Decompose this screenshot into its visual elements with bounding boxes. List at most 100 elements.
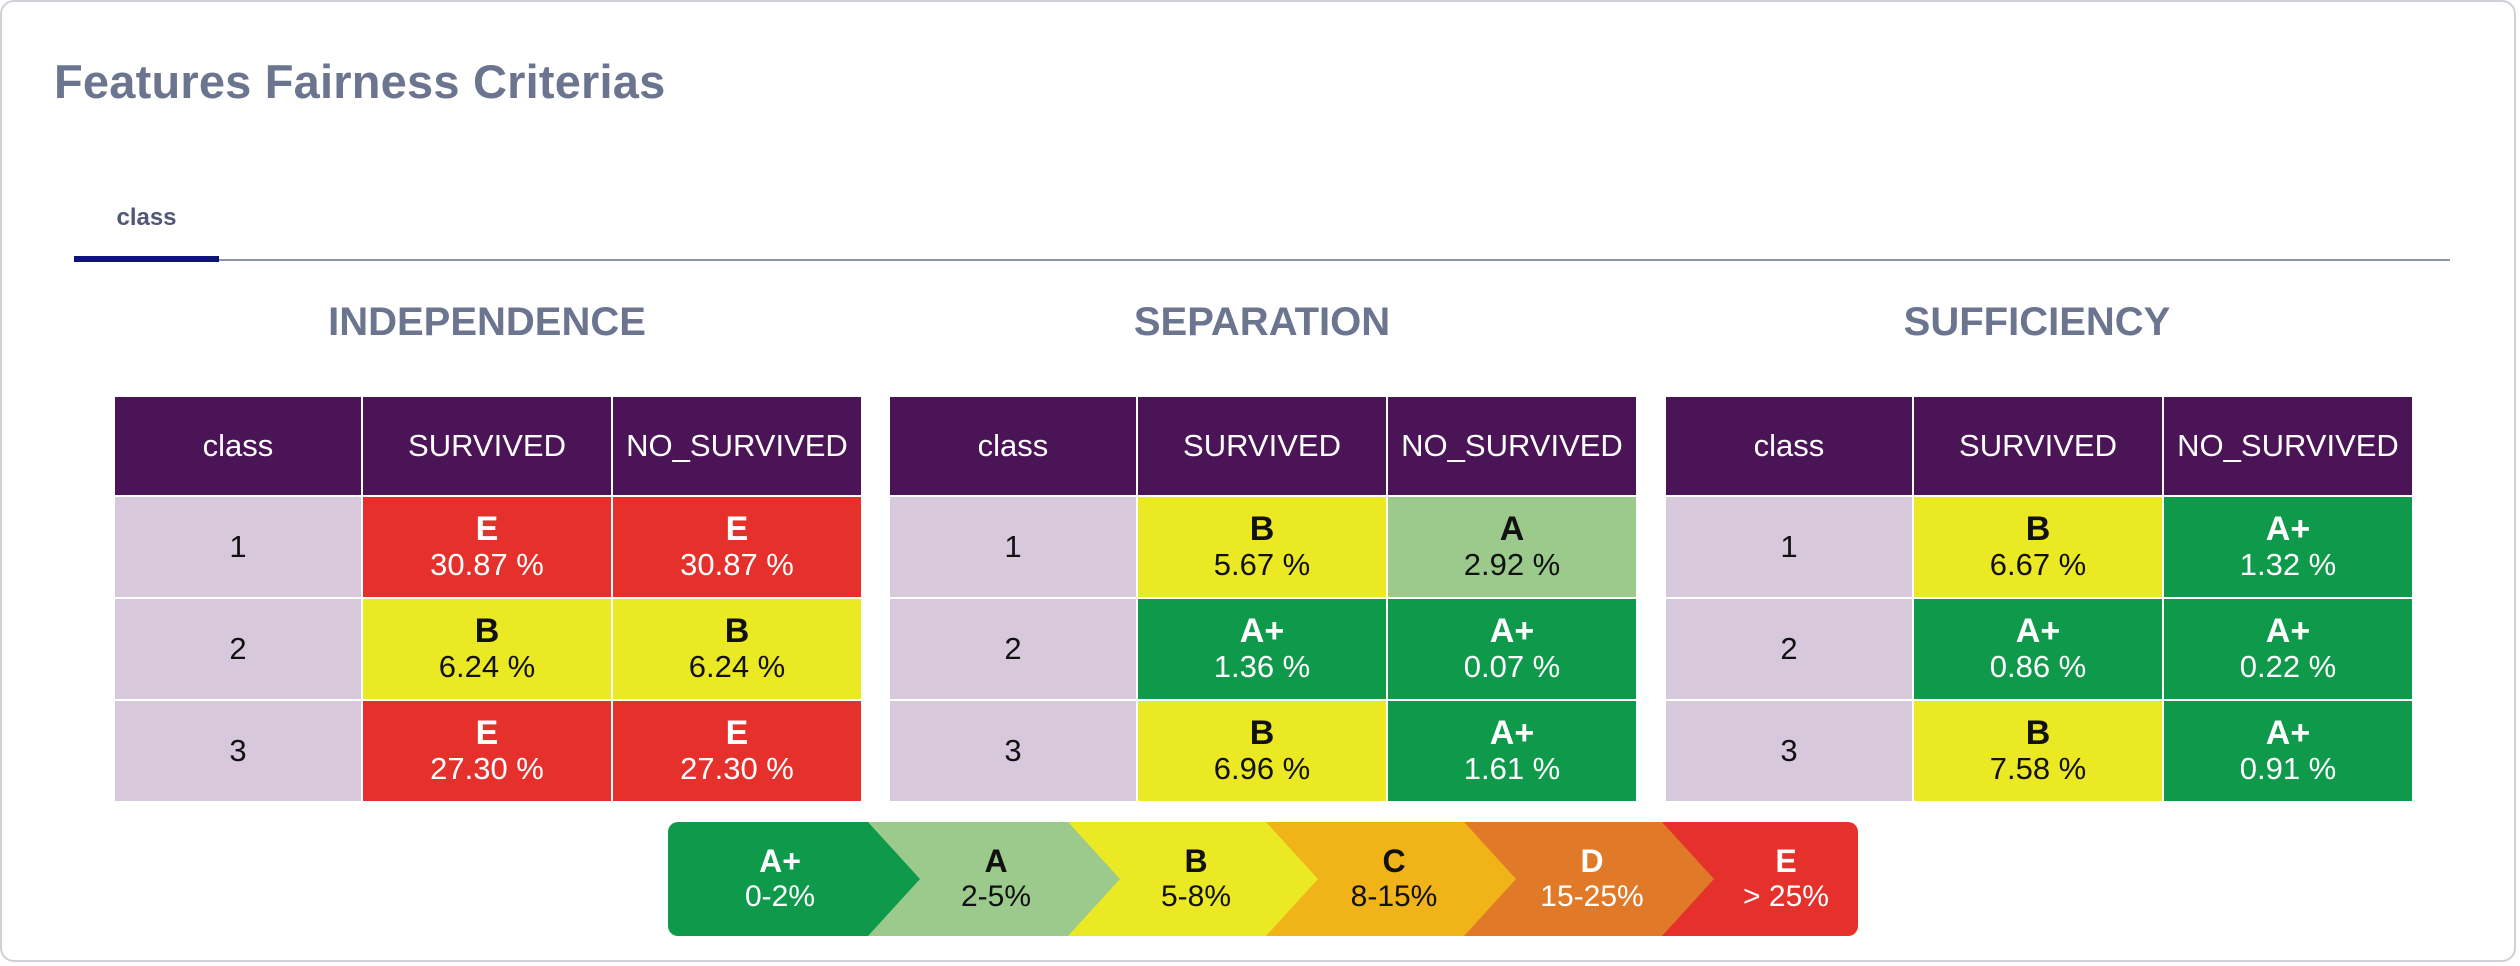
column-header: NO_SURVIVED	[1386, 395, 1638, 497]
score-cell: A+ 1.32 %	[2162, 495, 2414, 599]
score-value: 1.61 %	[1463, 751, 1561, 786]
column-header: SURVIVED	[1136, 395, 1388, 497]
grade-label: B	[1249, 510, 1275, 548]
score-value: 0.86 %	[1989, 649, 2087, 684]
separation-table: class SURVIVED NO_SURVIVED 1 B 5.67 % A 2.…	[888, 395, 1638, 803]
score-value: 6.24 %	[688, 649, 786, 684]
legend-range: 2-5%	[960, 880, 1032, 913]
grade-label: B	[724, 612, 750, 650]
table-row: 2 B 6.24 % B 6.24 %	[113, 597, 863, 701]
sufficiency-table: class SURVIVED NO_SURVIVED 1 B 6.67 % A+ 1…	[1664, 395, 2414, 803]
score-value: 6.67 %	[1989, 547, 2087, 582]
class-cell: 2	[1664, 597, 1914, 701]
score-value: 1.32 %	[2239, 547, 2337, 582]
legend-range: 0-2%	[744, 880, 816, 913]
score-cell: B 6.67 %	[1912, 495, 2164, 599]
grade-label: E	[475, 714, 499, 752]
grade-label: A+	[2015, 612, 2061, 650]
score-cell: A+ 0.91 %	[2162, 699, 2414, 803]
table-row: 1 B 6.67 % A+ 1.32 %	[1664, 495, 2414, 599]
legend-grade: E	[1775, 843, 1797, 879]
class-cell: 3	[1664, 699, 1914, 803]
class-cell: 1	[1664, 495, 1914, 599]
score-cell: B 6.24 %	[611, 597, 863, 701]
table-row: 2 A+ 0.86 % A+ 0.22 %	[1664, 597, 2414, 701]
score-value: 5.67 %	[1213, 547, 1311, 582]
column-header: SURVIVED	[1912, 395, 2164, 497]
table-row: 3 B 6.96 % A+ 1.61 %	[888, 699, 1638, 803]
score-cell: E 30.87 %	[611, 495, 863, 599]
score-cell: B 6.96 %	[1136, 699, 1388, 803]
grade-label: B	[1249, 714, 1275, 752]
grade-label: A+	[2265, 714, 2311, 752]
grade-label: E	[475, 510, 499, 548]
column-header: NO_SURVIVED	[611, 395, 863, 497]
section-title-separation: SEPARATION	[1133, 300, 1391, 344]
table-row: 1 B 5.67 % A 2.92 %	[888, 495, 1638, 599]
grade-label: A+	[2265, 612, 2311, 650]
class-cell: 1	[113, 495, 363, 599]
table-header-row: class SURVIVED NO_SURVIVED	[113, 395, 863, 497]
table-header-row: class SURVIVED NO_SURVIVED	[888, 395, 1638, 497]
column-header: class	[888, 395, 1138, 497]
score-cell: B 5.67 %	[1136, 495, 1388, 599]
score-cell: A+ 1.36 %	[1136, 597, 1388, 701]
score-value: 27.30 %	[430, 751, 544, 786]
table-row: 1 E 30.87 % E 30.87 %	[113, 495, 863, 599]
score-value: 27.30 %	[680, 751, 794, 786]
grade-label: A	[1499, 510, 1525, 548]
score-value: 6.96 %	[1213, 751, 1311, 786]
legend-grade: A	[984, 843, 1008, 879]
legend-range: 5-8%	[1160, 880, 1232, 913]
score-value: 2.92 %	[1463, 547, 1561, 582]
grade-label: A+	[2265, 510, 2311, 548]
column-header: SURVIVED	[361, 395, 613, 497]
score-value: 6.24 %	[438, 649, 536, 684]
score-cell: A+ 0.86 %	[1912, 597, 2164, 701]
column-header: NO_SURVIVED	[2162, 395, 2414, 497]
score-value: 0.07 %	[1463, 649, 1561, 684]
grade-label: A+	[1489, 714, 1535, 752]
score-cell: A 2.92 %	[1386, 495, 1638, 599]
legend-range: 8-15%	[1350, 880, 1438, 913]
class-cell: 3	[113, 699, 363, 803]
tab-bar: class	[74, 199, 2450, 262]
grade-label: A+	[1489, 612, 1535, 650]
score-value: 30.87 %	[430, 547, 544, 582]
grade-label: B	[474, 612, 500, 650]
legend-range: 15-25%	[1540, 880, 1644, 913]
score-cell: E 30.87 %	[361, 495, 613, 599]
grade-label: B	[2025, 510, 2051, 548]
class-cell: 2	[888, 597, 1138, 701]
legend-item-a-plus: A+ 0-2%	[668, 822, 924, 936]
score-cell: A+ 0.22 %	[2162, 597, 2414, 701]
legend-range: > 25%	[1743, 880, 1829, 913]
legend-grade: C	[1382, 843, 1406, 879]
grade-label: A+	[1239, 612, 1285, 650]
grade-label: B	[2025, 714, 2051, 752]
tab-label: class	[116, 204, 177, 231]
column-header: class	[1664, 395, 1914, 497]
grade-label: E	[725, 510, 749, 548]
table-row: 2 A+ 1.36 % A+ 0.07 %	[888, 597, 1638, 701]
score-value: 1.36 %	[1213, 649, 1311, 684]
grade-legend: A+ 0-2% A 2-5% B 5-8% C 8-15% D 15-25% E…	[668, 822, 1858, 936]
score-cell: A+ 1.61 %	[1386, 699, 1638, 803]
score-cell: B 7.58 %	[1912, 699, 2164, 803]
legend-grade: A+	[759, 843, 801, 879]
page-title: Features Fairness Criterias	[54, 55, 666, 108]
legend-grade: B	[1184, 843, 1208, 879]
score-cell: A+ 0.07 %	[1386, 597, 1638, 701]
score-value: 7.58 %	[1989, 751, 2087, 786]
table-header-row: class SURVIVED NO_SURVIVED	[1664, 395, 2414, 497]
score-cell: E 27.30 %	[611, 699, 863, 803]
score-cell: E 27.30 %	[361, 699, 613, 803]
class-cell: 1	[888, 495, 1138, 599]
score-value: 0.91 %	[2239, 751, 2337, 786]
class-cell: 3	[888, 699, 1138, 803]
legend-item-b: B 5-8%	[1068, 822, 1324, 936]
score-cell: B 6.24 %	[361, 597, 613, 701]
tab-class[interactable]: class	[74, 199, 219, 262]
